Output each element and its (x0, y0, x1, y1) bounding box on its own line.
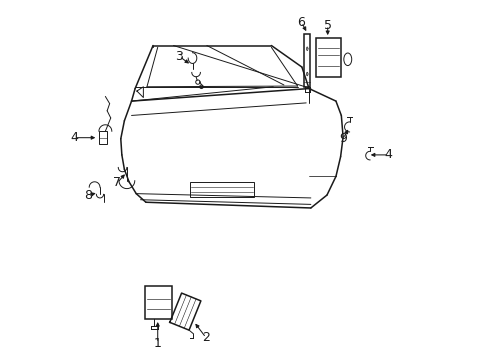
Text: 6: 6 (297, 16, 305, 29)
Text: 2: 2 (202, 331, 210, 344)
Text: 7: 7 (113, 176, 121, 189)
Bar (315, 38, 341, 77)
Text: 3: 3 (175, 50, 183, 63)
Text: 1: 1 (153, 337, 162, 350)
Text: 4: 4 (70, 131, 78, 144)
Bar (144, 286, 171, 319)
Text: 8: 8 (84, 189, 92, 202)
Text: 4: 4 (384, 148, 392, 161)
Bar (99, 131, 106, 144)
Text: 5: 5 (323, 19, 331, 32)
Text: 9: 9 (339, 132, 346, 145)
Bar (304, 34, 310, 87)
Bar (190, 182, 253, 197)
